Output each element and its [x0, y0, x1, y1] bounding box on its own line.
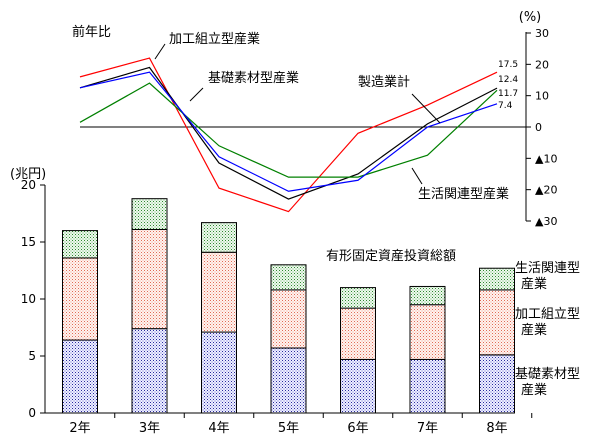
bar-chart-y-ticks: 0 5 10 15 20	[21, 178, 45, 420]
line-y-tick-label: ▲30	[535, 215, 557, 228]
bar-segment	[409, 285, 446, 306]
bar-y-tick-label: 0	[28, 406, 36, 420]
bar-segment	[409, 304, 446, 360]
bar-x-tick-label: 3年	[139, 421, 160, 436]
bar-y-tick-label: 5	[28, 349, 36, 363]
bar-segment	[340, 358, 376, 414]
bar-legend-label: 産業	[521, 276, 547, 292]
bar-chart-unit-label: (兆円)	[10, 167, 46, 182]
growth-rate-line-chart: 前年比 (%) 30 20 10 0 ▲10 ▲20 ▲30 17.5 12.4 11.7 7.4…	[72, 10, 557, 228]
bar-chart-bars	[62, 198, 515, 414]
bar-segment	[479, 267, 515, 291]
bar-segment	[479, 354, 515, 414]
bar-legend-label: 生活関連型	[515, 261, 580, 276]
bar-segment	[131, 328, 168, 414]
line-chart-label: 前年比	[72, 24, 111, 40]
bar-segment	[131, 198, 168, 230]
series-leader-kakou	[154, 43, 166, 60]
bar-x-tick-label: 6年	[347, 421, 368, 436]
bar-x-tick-label: 2年	[69, 421, 90, 436]
bar-legend-label: 産業	[521, 322, 547, 338]
bar-y-tick-label: 10	[21, 292, 36, 306]
bar-segment	[62, 339, 98, 414]
bar-segment	[201, 222, 237, 253]
bar-segment	[62, 257, 98, 341]
line-series-3	[79, 82, 498, 178]
bar-chart-title: 有形固定資産投資総額	[326, 248, 456, 264]
line-chart-end-labels: 17.5 12.4 11.7 7.4	[498, 60, 518, 111]
bar-y-tick-label: 20	[21, 178, 36, 192]
line-end-value-label: 17.5	[498, 60, 518, 70]
bar-segment	[270, 264, 307, 291]
line-y-tick-label: ▲10	[535, 152, 557, 165]
line-y-tick-label: 20	[535, 58, 549, 71]
line-end-value-label: 12.4	[498, 75, 518, 85]
line-chart-unit-label: (%)	[519, 10, 542, 25]
bar-segment	[270, 289, 307, 349]
line-y-tick-label: 10	[535, 90, 549, 103]
bar-segment	[201, 331, 237, 414]
bar-segment	[201, 251, 237, 333]
bar-segment	[131, 228, 168, 330]
series-label-kakou: 加工組立型産業	[169, 31, 260, 47]
bar-x-tick-label: 8年	[486, 421, 507, 436]
bar-x-tick-label: 7年	[417, 421, 438, 436]
bar-segment	[409, 358, 446, 414]
bar-segment	[270, 347, 307, 414]
bar-x-tick-label: 5年	[278, 421, 299, 436]
series-leader-seikatsu	[411, 167, 423, 185]
bar-segment	[340, 287, 376, 309]
bar-segment	[62, 230, 98, 259]
line-series-4	[79, 71, 498, 192]
bar-legend-label: 基礎素材型	[515, 367, 580, 382]
line-end-value-label: 7.4	[498, 101, 513, 111]
series-label-seizou: 製造業計	[358, 74, 410, 90]
series-leader-seizou	[411, 93, 441, 124]
series-label-seikatsu: 生活関連型産業	[418, 186, 509, 202]
series-leader-kiso	[189, 87, 204, 102]
series-label-kiso: 基礎素材型産業	[208, 70, 299, 86]
line-y-tick-label: 30	[535, 27, 549, 40]
line-end-value-label: 11.7	[498, 89, 518, 99]
bar-legend-label: 加工組立型	[515, 307, 580, 322]
bar-segment	[340, 307, 376, 360]
bar-chart-x-ticks: 2年 3年 4年 5年 6年 7年 8年	[69, 413, 533, 436]
line-chart-y-ticks: 30 20 10 0 ▲10 ▲20 ▲30	[526, 27, 557, 228]
line-chart-series	[79, 57, 498, 213]
bar-segment	[479, 289, 515, 356]
line-y-tick-label: ▲20	[535, 184, 557, 197]
bar-y-tick-label: 15	[21, 235, 36, 249]
line-y-tick-label: 0	[535, 121, 542, 134]
bar-x-tick-label: 4年	[208, 421, 229, 436]
bar-legend-label: 産業	[521, 382, 547, 398]
